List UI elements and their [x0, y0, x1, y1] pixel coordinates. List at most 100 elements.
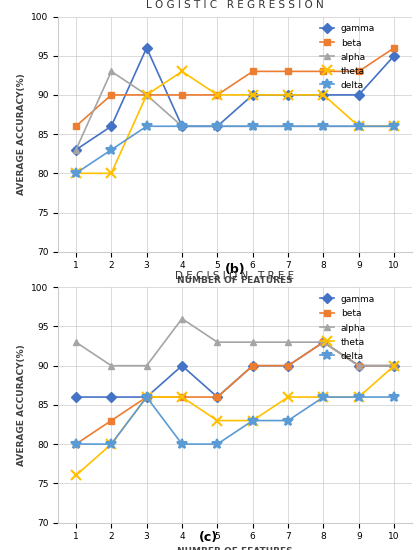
beta	[144, 394, 149, 400]
alpha	[74, 146, 79, 153]
gamma	[392, 52, 397, 59]
Line: theta: theta	[71, 361, 399, 480]
delta	[250, 123, 255, 130]
gamma	[74, 394, 79, 400]
alpha	[392, 362, 397, 369]
gamma	[215, 123, 220, 130]
delta	[180, 123, 185, 130]
alpha	[356, 362, 361, 369]
beta	[250, 68, 255, 75]
delta	[180, 441, 185, 447]
delta	[356, 394, 361, 400]
theta	[321, 394, 326, 400]
delta	[356, 123, 361, 130]
delta	[215, 123, 220, 130]
delta	[285, 123, 290, 130]
Line: delta: delta	[71, 122, 399, 178]
beta	[180, 394, 185, 400]
beta	[74, 441, 79, 447]
alpha	[321, 123, 326, 130]
alpha	[321, 339, 326, 345]
alpha	[285, 339, 290, 345]
alpha	[250, 339, 255, 345]
Text: (c): (c)	[198, 531, 218, 544]
delta	[321, 394, 326, 400]
Line: gamma: gamma	[72, 339, 398, 400]
gamma	[215, 394, 220, 400]
beta	[250, 362, 255, 369]
delta	[321, 123, 326, 130]
beta	[144, 92, 149, 98]
X-axis label: NUMBER OF FEATURES: NUMBER OF FEATURES	[177, 547, 293, 550]
delta	[109, 146, 114, 153]
alpha	[180, 315, 185, 322]
theta	[215, 417, 220, 424]
theta	[285, 92, 290, 98]
delta	[285, 417, 290, 424]
alpha	[250, 123, 255, 130]
theta	[356, 394, 361, 400]
gamma	[321, 92, 326, 98]
beta	[321, 68, 326, 75]
alpha	[392, 123, 397, 130]
gamma	[356, 362, 361, 369]
theta	[144, 92, 149, 98]
gamma	[144, 394, 149, 400]
delta	[392, 123, 397, 130]
delta	[392, 394, 397, 400]
beta	[392, 45, 397, 51]
delta	[144, 394, 149, 400]
alpha	[215, 123, 220, 130]
gamma	[285, 92, 290, 98]
Y-axis label: AVERAGE ACCURACY(%): AVERAGE ACCURACY(%)	[17, 73, 26, 195]
theta	[392, 123, 397, 130]
gamma	[285, 362, 290, 369]
Line: alpha: alpha	[72, 68, 398, 153]
theta	[109, 170, 114, 177]
theta	[392, 362, 397, 369]
beta	[109, 92, 114, 98]
beta	[74, 123, 79, 130]
theta	[250, 92, 255, 98]
Line: gamma: gamma	[72, 45, 398, 153]
gamma	[109, 394, 114, 400]
gamma	[392, 362, 397, 369]
alpha	[74, 339, 79, 345]
gamma	[180, 123, 185, 130]
beta	[285, 68, 290, 75]
gamma	[250, 92, 255, 98]
Line: alpha: alpha	[72, 315, 398, 369]
beta	[392, 362, 397, 369]
gamma	[356, 92, 361, 98]
theta	[144, 394, 149, 400]
delta	[215, 441, 220, 447]
Line: beta: beta	[72, 339, 398, 448]
gamma	[74, 146, 79, 153]
alpha	[109, 362, 114, 369]
theta	[250, 417, 255, 424]
alpha	[144, 92, 149, 98]
alpha	[285, 123, 290, 130]
gamma	[144, 45, 149, 51]
theta	[180, 394, 185, 400]
delta	[144, 123, 149, 130]
alpha	[180, 123, 185, 130]
Title: D E C I S I O N   T R E E: D E C I S I O N T R E E	[176, 271, 295, 281]
beta	[109, 417, 114, 424]
alpha	[144, 362, 149, 369]
beta	[215, 92, 220, 98]
theta	[180, 68, 185, 75]
Line: delta: delta	[71, 392, 399, 449]
Y-axis label: AVERAGE ACCURACY(%): AVERAGE ACCURACY(%)	[17, 344, 26, 466]
Line: theta: theta	[71, 67, 399, 178]
beta	[356, 68, 361, 75]
beta	[285, 362, 290, 369]
alpha	[356, 123, 361, 130]
Title: L O G I S T I C   R E G R E S S I O N: L O G I S T I C R E G R E S S I O N	[146, 0, 324, 10]
gamma	[321, 339, 326, 345]
Legend: gamma, beta, alpha, theta, delta: gamma, beta, alpha, theta, delta	[317, 21, 378, 93]
gamma	[180, 362, 185, 369]
beta	[180, 92, 185, 98]
gamma	[250, 362, 255, 369]
theta	[356, 123, 361, 130]
